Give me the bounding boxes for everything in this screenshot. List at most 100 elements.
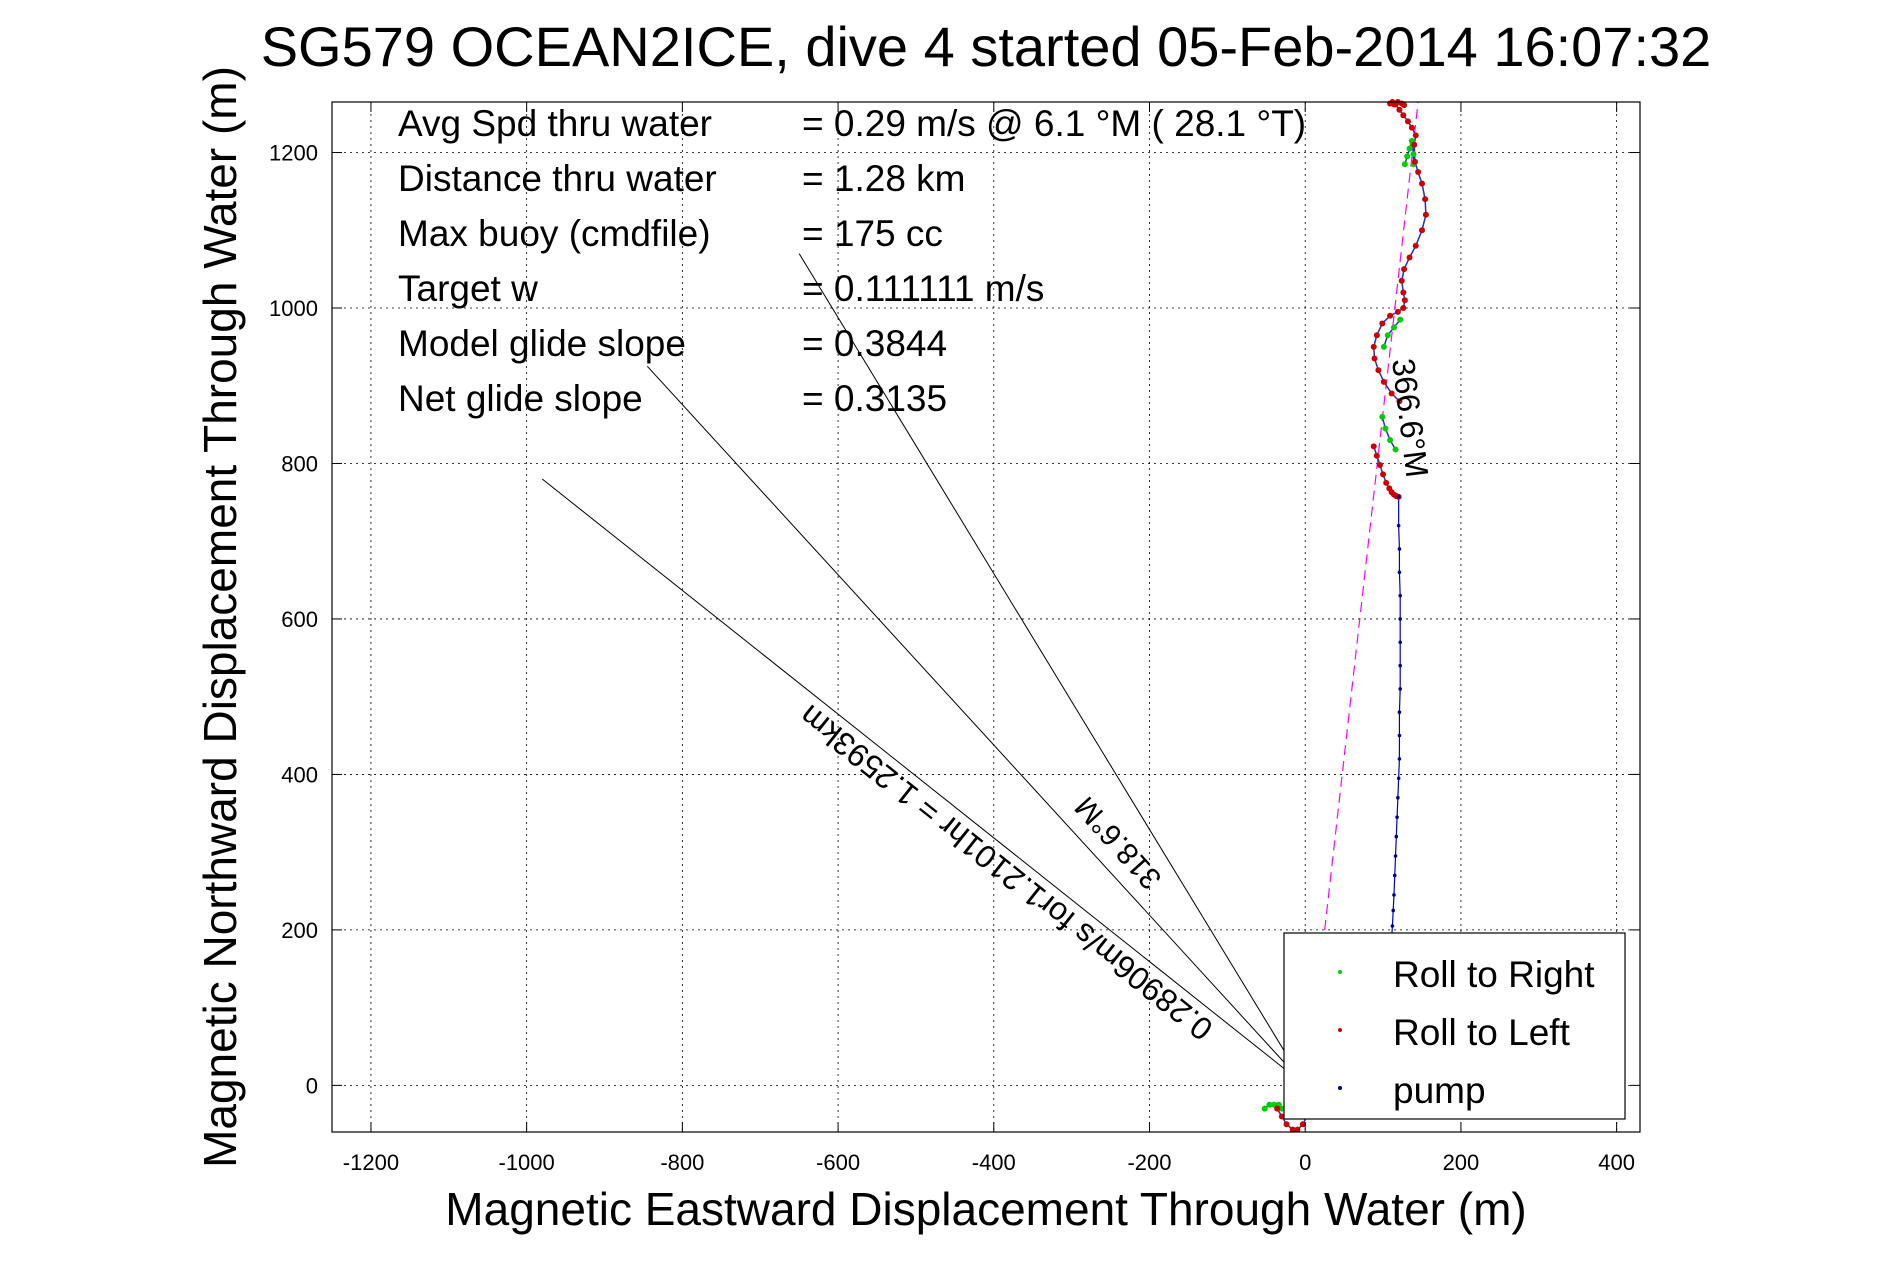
y-ticks: 0 200 400 600 800 1000 1200 [269, 141, 1640, 1098]
point-roll-to-left [1278, 1113, 1285, 1120]
point-roll-to-left [1398, 277, 1405, 284]
heading-line [1324, 101, 1419, 930]
stat-label-net-glide: Net glide slope [398, 378, 643, 419]
stat-value-distance: = 1.28 km [802, 158, 966, 199]
y-tick-label: 200 [281, 918, 318, 943]
point-roll-to-right [1384, 332, 1391, 339]
x-ticks: -1200 -1000 -800 -600 -400 -200 0 200 400 [343, 102, 1635, 1175]
point-pump [1397, 570, 1402, 575]
point-pump [1396, 795, 1400, 800]
point-roll-to-left [1400, 305, 1407, 311]
x-tick-label: -1200 [343, 1150, 399, 1175]
stat-label-distance: Distance thru water [398, 158, 717, 199]
point-roll-to-right [1397, 316, 1404, 323]
stat-value-target-w: = 0.111111 m/s [802, 268, 1044, 309]
y-tick-label: 0 [306, 1073, 318, 1098]
point-roll-to-left [1294, 1126, 1301, 1133]
point-roll-to-left [1380, 471, 1387, 478]
point-roll-to-left [1419, 180, 1425, 187]
point-roll-to-left [1387, 312, 1394, 319]
point-roll-to-left [1299, 1121, 1306, 1128]
point-roll-to-right [1390, 324, 1397, 331]
current-ray-b [646, 365, 1306, 1086]
point-roll-to-left [1375, 367, 1382, 374]
point-roll-to-left [1380, 378, 1387, 385]
point-roll-to-left [1400, 112, 1407, 119]
stat-label-max-buoy: Max buoy (cmdfile) [398, 213, 711, 254]
point-roll-to-left [1401, 266, 1408, 273]
stat-label-model-glide: Model glide slope [398, 323, 686, 364]
x-tick-label: -200 [1127, 1150, 1171, 1175]
stat-label-avg-spd: Avg Spd thru water [398, 103, 712, 144]
legend: Roll to Right Roll to Left pump [1283, 932, 1626, 1120]
point-pump [1393, 854, 1398, 858]
y-tick-label: 400 [281, 762, 318, 787]
x-tick-label: -800 [660, 1150, 704, 1175]
y-tick-label: 600 [281, 607, 318, 632]
point-roll-to-right [1404, 153, 1411, 160]
stat-value-avg-spd: = 0.29 m/s @ 6.1 °M ( 28.1 °T) [802, 103, 1306, 144]
point-roll-to-left [1289, 1126, 1296, 1133]
stat-value-max-buoy: = 175 cc [802, 213, 943, 254]
point-roll-to-left [1411, 158, 1418, 165]
point-roll-to-left [1400, 289, 1407, 296]
point-roll-to-right [1261, 1105, 1268, 1112]
point-roll-to-left [1396, 106, 1403, 113]
point-roll-to-right [1266, 1101, 1273, 1108]
point-roll-to-right [1406, 145, 1413, 152]
x-tick-label: -400 [972, 1150, 1016, 1175]
point-pump [1397, 757, 1402, 761]
point-roll-to-left [1415, 168, 1422, 175]
point-pump [1398, 617, 1402, 621]
point-roll-to-left [1412, 242, 1419, 249]
guide-lines [541, 101, 1419, 1086]
y-tick-label: 1200 [269, 141, 318, 166]
point-pump [1396, 776, 1401, 781]
stat-value-net-glide: = 0.3135 [802, 378, 947, 419]
point-pump [1397, 733, 1402, 738]
point-roll-to-left [1396, 398, 1403, 405]
legend-label-roll-left: Roll to Left [1393, 1012, 1571, 1053]
point-pump [1398, 593, 1402, 598]
point-roll-to-left [1388, 390, 1395, 397]
point-roll-to-left [1401, 102, 1408, 109]
point-pump [1392, 873, 1397, 878]
point-roll-to-left [1383, 479, 1390, 486]
point-roll-to-right [1401, 161, 1408, 168]
point-pump [1396, 523, 1401, 528]
point-roll-to-left [1283, 1121, 1290, 1128]
stats-block: Avg Spd thru water = 0.29 m/s @ 6.1 °M (… [398, 103, 1306, 419]
point-roll-to-left [1422, 196, 1429, 203]
legend-marker-roll-right [1338, 970, 1342, 974]
point-roll-to-right [1387, 437, 1394, 444]
y-tick-label: 1000 [269, 296, 318, 321]
point-roll-to-left [1411, 141, 1418, 148]
point-roll-to-left [1370, 343, 1377, 350]
chart-title: SG579 OCEAN2ICE, dive 4 started 05-Feb-2… [261, 15, 1712, 78]
point-pump [1398, 687, 1402, 691]
legend-marker-roll-left [1338, 1028, 1342, 1032]
point-pump [1398, 640, 1402, 645]
x-tick-label: -600 [816, 1150, 860, 1175]
point-roll-to-right [1410, 151, 1417, 158]
point-roll-to-left [1412, 132, 1419, 139]
current-ray-a [541, 478, 1306, 1086]
point-roll-to-left [1371, 355, 1378, 362]
x-tick-label: 200 [1443, 1150, 1480, 1175]
legend-label-pump: pump [1393, 1070, 1486, 1111]
x-axis-label: Magnetic Eastward Displacement Through W… [445, 1183, 1526, 1235]
point-roll-to-left [1373, 332, 1380, 339]
point-roll-to-right [1382, 425, 1389, 432]
x-tick-label: -1000 [499, 1150, 555, 1175]
x-tick-label: 0 [1299, 1150, 1311, 1175]
current-ray-c [798, 253, 1306, 1086]
point-pump [1398, 663, 1402, 668]
point-pump [1397, 710, 1402, 715]
point-roll-to-left [1274, 1105, 1281, 1112]
point-roll-to-left [1401, 297, 1408, 304]
point-roll-to-left [1370, 443, 1377, 450]
point-roll-to-left [1408, 124, 1415, 131]
legend-marker-pump [1338, 1086, 1342, 1090]
legend-label-roll-right: Roll to Right [1393, 954, 1595, 995]
y-tick-label: 800 [281, 451, 318, 476]
